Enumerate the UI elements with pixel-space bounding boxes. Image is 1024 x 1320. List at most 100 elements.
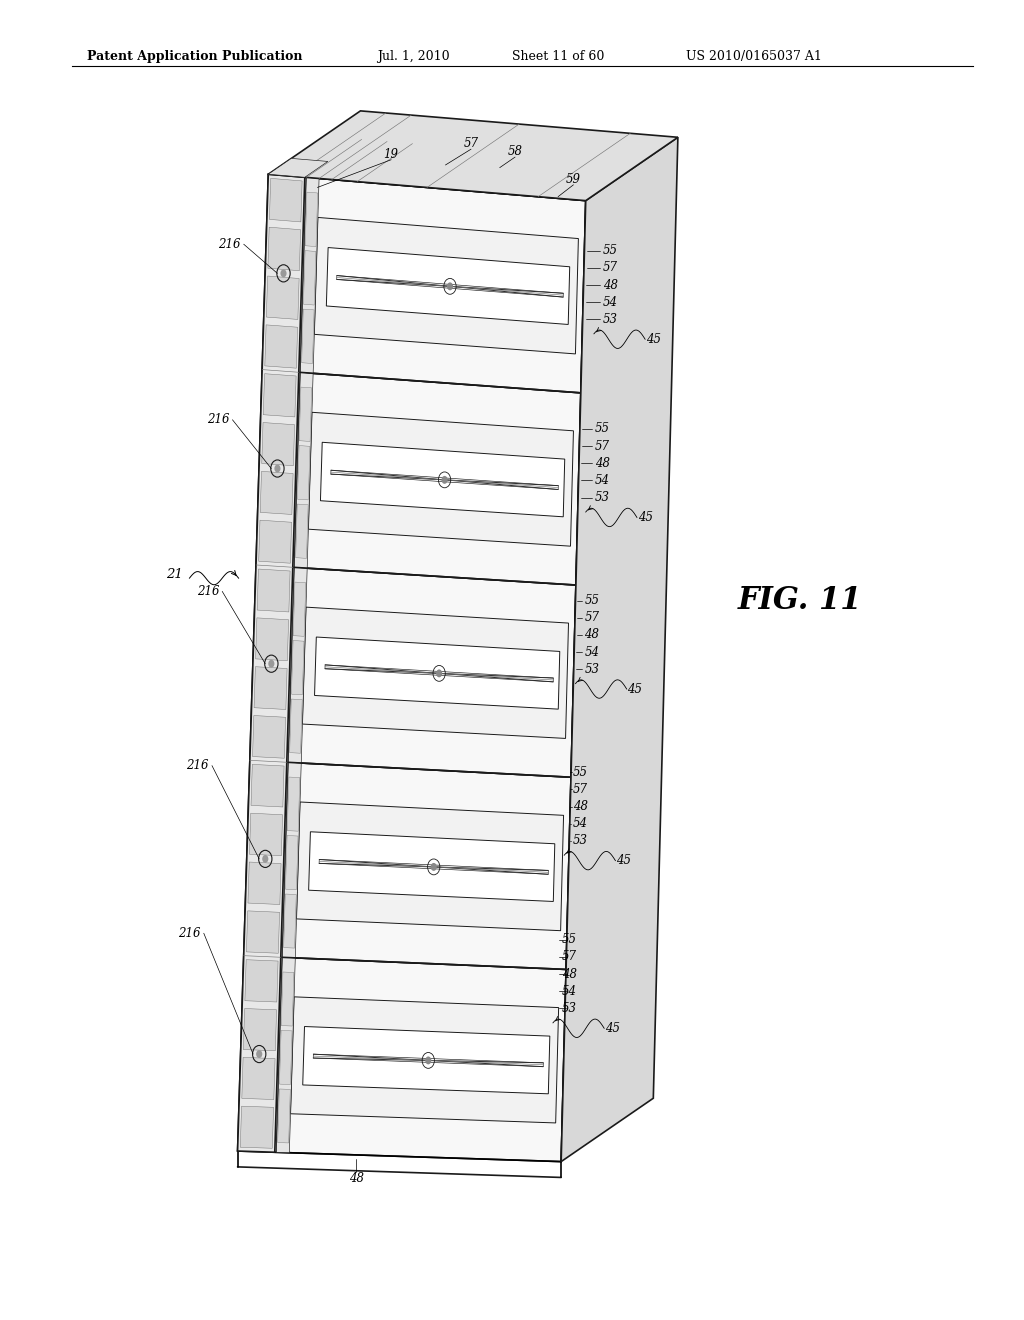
Circle shape xyxy=(268,660,274,668)
Polygon shape xyxy=(303,1027,550,1094)
Text: 55: 55 xyxy=(585,594,599,607)
Polygon shape xyxy=(305,193,317,247)
Text: 45: 45 xyxy=(616,854,631,867)
Text: Patent Application Publication: Patent Application Publication xyxy=(87,50,302,63)
Polygon shape xyxy=(245,960,279,1002)
Text: 58: 58 xyxy=(508,145,522,158)
Polygon shape xyxy=(294,372,581,585)
Text: 53: 53 xyxy=(573,834,588,847)
Circle shape xyxy=(256,1051,262,1059)
Polygon shape xyxy=(268,158,328,177)
Text: 55: 55 xyxy=(595,422,609,436)
Polygon shape xyxy=(296,504,308,558)
Polygon shape xyxy=(259,520,292,564)
Text: 216: 216 xyxy=(207,413,229,426)
Polygon shape xyxy=(280,1031,292,1085)
Text: 48: 48 xyxy=(585,628,599,642)
Circle shape xyxy=(431,863,437,871)
Text: 48: 48 xyxy=(603,279,617,292)
Polygon shape xyxy=(300,177,586,393)
Text: 55: 55 xyxy=(573,766,588,779)
Polygon shape xyxy=(290,700,302,754)
Polygon shape xyxy=(327,248,569,325)
Text: 48: 48 xyxy=(562,968,577,981)
Text: 54: 54 xyxy=(603,296,617,309)
Polygon shape xyxy=(265,325,298,368)
Text: 53: 53 xyxy=(603,313,617,326)
Polygon shape xyxy=(262,422,295,466)
Polygon shape xyxy=(300,177,319,374)
Text: 55: 55 xyxy=(603,244,617,257)
Polygon shape xyxy=(299,387,311,441)
Polygon shape xyxy=(268,227,301,271)
Text: 216: 216 xyxy=(178,927,201,940)
Circle shape xyxy=(274,465,281,473)
Polygon shape xyxy=(302,309,314,363)
Polygon shape xyxy=(257,569,290,612)
Circle shape xyxy=(436,669,442,677)
Text: 54: 54 xyxy=(562,985,577,998)
Polygon shape xyxy=(319,859,548,874)
Polygon shape xyxy=(241,1106,273,1148)
Text: 54: 54 xyxy=(573,817,588,830)
Polygon shape xyxy=(308,412,573,546)
Text: 45: 45 xyxy=(646,333,660,346)
Polygon shape xyxy=(276,957,566,1162)
Text: 53: 53 xyxy=(585,663,599,676)
Polygon shape xyxy=(308,832,555,902)
Polygon shape xyxy=(248,862,282,904)
Text: 57: 57 xyxy=(595,440,609,453)
Polygon shape xyxy=(293,582,306,636)
Polygon shape xyxy=(321,442,564,517)
Text: 54: 54 xyxy=(595,474,609,487)
Text: 45: 45 xyxy=(638,511,652,524)
Text: Sheet 11 of 60: Sheet 11 of 60 xyxy=(512,50,604,63)
Polygon shape xyxy=(283,763,571,969)
Text: 21: 21 xyxy=(166,568,182,581)
Text: 45: 45 xyxy=(605,1022,620,1035)
Circle shape xyxy=(446,282,453,290)
Polygon shape xyxy=(244,1008,276,1051)
Text: US 2010/0165037 A1: US 2010/0165037 A1 xyxy=(686,50,822,63)
Text: 57: 57 xyxy=(573,783,588,796)
Text: 57: 57 xyxy=(464,137,478,150)
Circle shape xyxy=(441,477,447,484)
Polygon shape xyxy=(297,446,310,500)
Polygon shape xyxy=(254,667,287,709)
Polygon shape xyxy=(282,972,294,1026)
Text: 57: 57 xyxy=(585,611,599,624)
Polygon shape xyxy=(297,803,563,931)
Text: 19: 19 xyxy=(384,148,398,161)
Text: 48: 48 xyxy=(573,800,588,813)
Text: 59: 59 xyxy=(566,173,581,186)
Polygon shape xyxy=(325,665,553,682)
Polygon shape xyxy=(292,640,304,694)
Text: 216: 216 xyxy=(218,238,241,251)
Polygon shape xyxy=(289,568,307,763)
Polygon shape xyxy=(269,178,302,222)
Polygon shape xyxy=(251,764,284,807)
Text: 53: 53 xyxy=(595,491,609,504)
Polygon shape xyxy=(250,813,283,855)
Polygon shape xyxy=(247,911,280,953)
Polygon shape xyxy=(278,1089,291,1143)
Text: 216: 216 xyxy=(186,759,209,772)
Polygon shape xyxy=(284,894,296,948)
Text: 57: 57 xyxy=(562,950,577,964)
Polygon shape xyxy=(242,1057,275,1100)
Polygon shape xyxy=(256,618,289,661)
Polygon shape xyxy=(561,137,678,1162)
Text: 48: 48 xyxy=(595,457,609,470)
Text: 55: 55 xyxy=(562,933,577,946)
Polygon shape xyxy=(268,111,678,201)
Text: 45: 45 xyxy=(628,682,642,696)
Polygon shape xyxy=(314,638,560,709)
Text: Jul. 1, 2010: Jul. 1, 2010 xyxy=(377,50,450,63)
Circle shape xyxy=(425,1056,431,1064)
Polygon shape xyxy=(286,836,298,890)
Text: 53: 53 xyxy=(562,1002,577,1015)
Text: 48: 48 xyxy=(349,1172,364,1185)
Polygon shape xyxy=(314,218,579,354)
Polygon shape xyxy=(313,1055,544,1067)
Circle shape xyxy=(262,855,268,863)
